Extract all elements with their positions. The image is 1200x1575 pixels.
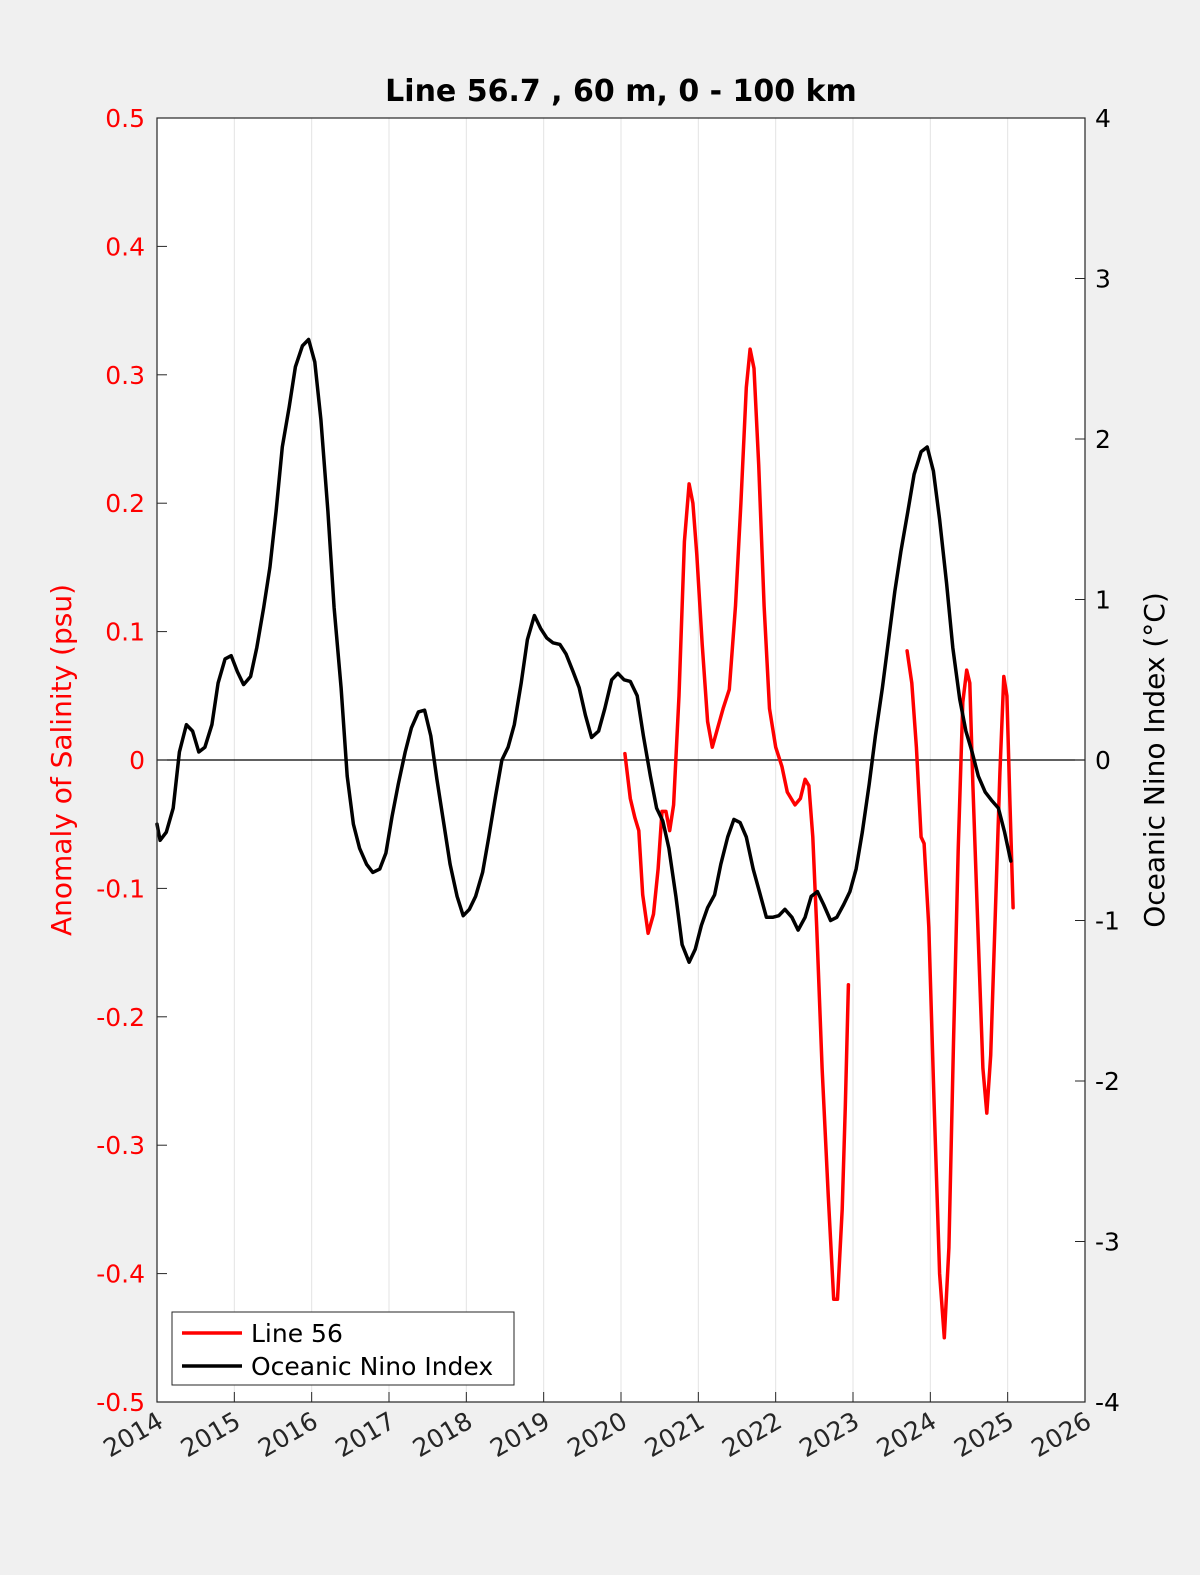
- y-axis-label-right: Oceanic Nino Index (°C): [1138, 592, 1171, 928]
- x-tick-label: 2015: [176, 1406, 246, 1463]
- y-right-tick-label: 0: [1095, 746, 1111, 775]
- y-axis-label-left: Anomaly of Salinity (psu): [45, 584, 78, 936]
- x-tick-label: 2018: [408, 1406, 478, 1463]
- x-tick-label: 2020: [562, 1406, 632, 1463]
- y-left-tick-label: 0.1: [105, 618, 145, 647]
- legend-label-oni: Oceanic Nino Index: [251, 1352, 493, 1381]
- series-layer: [155, 337, 1015, 1340]
- x-tick-label: 2026: [1026, 1406, 1096, 1463]
- y-right-tick-label: -3: [1095, 1228, 1120, 1257]
- y-right-tick-label: -4: [1095, 1388, 1120, 1417]
- y-right-tick-label: 1: [1095, 586, 1111, 615]
- x-tick-label: 2024: [872, 1406, 942, 1463]
- y-right-tick-label: 4: [1095, 104, 1111, 133]
- legend: Line 56 Oceanic Nino Index: [171, 1311, 515, 1386]
- y-left-tick-label: -0.3: [96, 1131, 145, 1160]
- y-right-tick-label: 3: [1095, 265, 1111, 294]
- y-left-tick-label: 0.5: [105, 104, 145, 133]
- y-left-tick-label: 0.3: [105, 361, 145, 390]
- y-right-tick-label: -1: [1095, 907, 1120, 936]
- series-line-line-56-segment-0: [623, 347, 851, 1302]
- x-tick-label: 2017: [330, 1406, 400, 1463]
- series-line-line-56-segment-1: [905, 649, 1015, 1340]
- y-left-tick-label: -0.4: [96, 1260, 145, 1289]
- y-left-tick-label: 0.2: [105, 489, 145, 518]
- y-left-tick-label: -0.1: [96, 874, 145, 903]
- x-tick-label: 2016: [253, 1406, 323, 1463]
- legend-label-line-56: Line 56: [251, 1319, 343, 1348]
- y-left-tick-label: -0.2: [96, 1003, 145, 1032]
- x-tick-label: 2023: [794, 1406, 864, 1463]
- chart-title: Line 56.7 , 60 m, 0 - 100 km: [385, 74, 857, 109]
- x-tick-label: 2019: [485, 1406, 555, 1463]
- y-left-tick-label: 0: [129, 746, 145, 775]
- y-right-tick-label: 2: [1095, 425, 1111, 454]
- y-left-tick-label: -0.5: [96, 1388, 145, 1417]
- x-tick-label: 2021: [640, 1406, 710, 1463]
- series-line-oceanic-nino-index-segment-0: [155, 337, 1013, 964]
- x-tick-label: 2022: [717, 1406, 787, 1463]
- x-tick-label: 2025: [949, 1406, 1019, 1463]
- y-left-tick-label: 0.4: [105, 232, 145, 261]
- y-right-tick-label: -2: [1095, 1067, 1120, 1096]
- legend-box: [171, 1311, 515, 1386]
